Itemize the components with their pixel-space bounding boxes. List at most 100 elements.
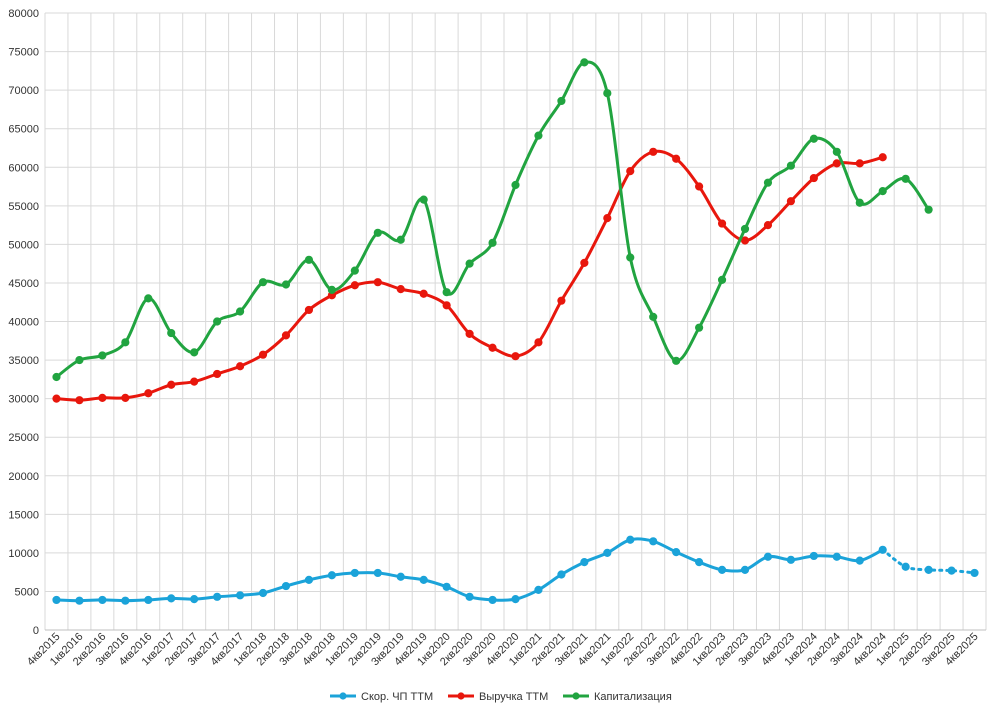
legend-label: Капитализация xyxy=(594,691,672,703)
y-tick-label: 80000 xyxy=(8,8,39,20)
data-point xyxy=(832,159,841,168)
data-point xyxy=(442,582,451,591)
data-point xyxy=(672,548,681,557)
data-point xyxy=(190,377,199,386)
data-point xyxy=(75,396,84,405)
data-point xyxy=(327,285,336,294)
data-point xyxy=(878,545,887,554)
data-point xyxy=(947,566,956,575)
data-point xyxy=(281,331,291,340)
data-point xyxy=(740,565,750,574)
y-axis-ticks: 0 5000 10000 15000 20000 25000 30000 35000 40000… xyxy=(8,8,39,637)
data-point xyxy=(75,355,84,365)
data-point xyxy=(121,338,130,347)
data-point xyxy=(235,362,245,371)
data-point xyxy=(970,568,979,578)
y-tick-label: 10000 xyxy=(8,548,39,560)
data-point xyxy=(786,555,796,564)
data-point xyxy=(213,317,222,326)
data-point xyxy=(258,350,268,359)
data-point xyxy=(373,568,382,578)
data-point xyxy=(167,328,176,338)
data-point xyxy=(901,562,910,571)
data-point xyxy=(832,147,841,156)
data-point xyxy=(626,535,635,544)
data-point xyxy=(98,595,107,605)
data-point xyxy=(649,537,658,546)
data-point xyxy=(488,343,497,352)
series-group xyxy=(52,535,979,605)
series-line xyxy=(54,149,885,402)
data-point xyxy=(901,174,910,183)
data-point xyxy=(924,205,933,214)
data-point xyxy=(350,568,359,578)
data-point xyxy=(281,280,291,289)
data-point xyxy=(717,565,727,574)
legend-swatch-marker xyxy=(457,692,465,700)
data-point xyxy=(52,394,61,403)
data-point xyxy=(763,178,773,187)
data-point xyxy=(396,572,405,581)
data-point xyxy=(580,258,589,267)
data-point xyxy=(672,356,681,365)
y-tick-label: 65000 xyxy=(8,124,39,136)
data-point xyxy=(258,588,268,598)
data-point xyxy=(419,289,428,298)
data-point xyxy=(832,552,841,561)
data-point xyxy=(580,558,589,567)
data-point xyxy=(649,312,658,321)
data-point xyxy=(258,278,268,287)
data-point xyxy=(213,592,222,601)
data-point xyxy=(52,595,61,605)
data-point xyxy=(396,235,405,244)
data-point xyxy=(809,551,818,561)
data-point xyxy=(740,236,750,245)
data-point xyxy=(144,595,153,605)
data-point xyxy=(603,89,612,98)
y-tick-label: 70000 xyxy=(8,85,39,97)
data-point xyxy=(511,595,520,604)
data-point xyxy=(717,219,727,228)
data-point xyxy=(488,595,497,605)
data-point xyxy=(580,58,589,67)
data-point xyxy=(557,570,566,579)
data-point xyxy=(924,565,933,574)
data-point xyxy=(878,187,887,196)
data-point xyxy=(763,552,773,561)
data-point xyxy=(144,389,153,398)
data-point xyxy=(763,220,773,230)
legend-label: Выручка ТТМ xyxy=(479,691,548,703)
data-point xyxy=(350,281,359,290)
data-point xyxy=(855,556,864,565)
y-tick-label: 55000 xyxy=(8,201,39,213)
series-line xyxy=(54,60,931,379)
data-point xyxy=(465,592,474,601)
data-point xyxy=(281,581,291,591)
data-point xyxy=(534,338,543,347)
data-point xyxy=(626,167,635,176)
data-point xyxy=(52,372,61,382)
y-tick-label: 75000 xyxy=(8,47,39,59)
y-tick-label: 25000 xyxy=(8,432,39,444)
data-point xyxy=(121,393,130,402)
data-point xyxy=(855,159,864,168)
data-point xyxy=(373,228,382,237)
data-point xyxy=(672,154,681,163)
data-point xyxy=(213,369,222,379)
data-point xyxy=(809,173,818,183)
data-point xyxy=(350,266,359,275)
data-point xyxy=(190,348,199,357)
data-point xyxy=(626,253,635,262)
legend-swatch-marker xyxy=(572,692,580,700)
legend-label: Скор. ЧП ТТМ xyxy=(361,691,433,703)
legend-swatch-marker xyxy=(339,692,347,700)
data-point xyxy=(167,594,176,603)
data-point xyxy=(717,275,727,284)
data-point xyxy=(534,585,543,594)
data-point xyxy=(511,180,520,190)
data-point xyxy=(327,571,336,580)
data-point xyxy=(488,238,497,247)
data-point xyxy=(740,224,750,234)
data-point xyxy=(649,147,658,156)
data-point xyxy=(144,294,153,303)
